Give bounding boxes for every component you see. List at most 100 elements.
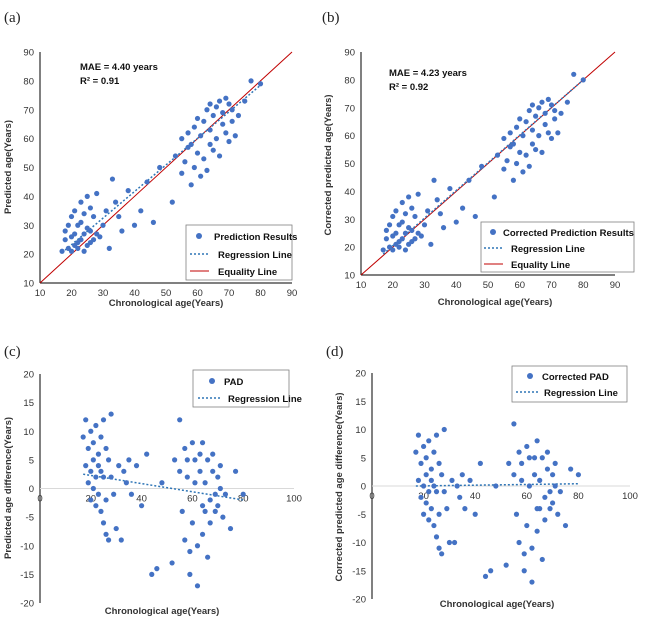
data-point — [205, 457, 211, 463]
data-point — [529, 127, 536, 133]
data-point — [558, 110, 564, 116]
data-point — [62, 237, 68, 243]
legend-label-points-c: PAD — [224, 377, 243, 388]
data-point — [519, 477, 525, 483]
data-point — [113, 199, 119, 205]
data-point — [81, 231, 87, 237]
data-point — [542, 494, 548, 500]
data-point — [529, 141, 536, 147]
legend-label-equality-a: Equality Line — [218, 267, 277, 278]
data-point — [511, 421, 517, 427]
data-point — [198, 133, 204, 139]
data-point — [212, 508, 218, 514]
data-point — [94, 190, 100, 197]
data-point — [198, 173, 204, 179]
data-point — [204, 167, 210, 173]
data-point — [100, 417, 107, 423]
y-tick-label: -20 — [352, 595, 366, 606]
data-point — [95, 451, 102, 457]
data-point — [380, 247, 386, 253]
data-point — [412, 236, 418, 242]
data-point — [545, 96, 551, 102]
data-point — [157, 164, 163, 171]
data-point — [550, 472, 556, 478]
data-point — [441, 426, 447, 433]
data-point — [557, 489, 563, 495]
data-point — [187, 548, 193, 555]
data-point — [542, 517, 548, 523]
data-point — [78, 237, 84, 243]
data-point — [539, 455, 545, 461]
data-point — [437, 211, 443, 217]
x-axis-title-b: Chronological age(Years) — [438, 297, 553, 308]
legend-label-regression-b: Regression Line — [511, 244, 585, 255]
data-point — [501, 166, 507, 172]
data-point — [552, 460, 558, 466]
data-point — [454, 483, 460, 489]
legend-box-c — [192, 369, 290, 408]
data-point — [68, 213, 75, 220]
panel-label-b: (b) — [322, 10, 340, 26]
data-point — [517, 149, 523, 155]
annotation-r2-a: R² = 0.91 — [80, 76, 120, 87]
data-point — [116, 213, 122, 220]
data-point — [449, 477, 455, 483]
data-point — [462, 506, 468, 512]
data-point — [80, 434, 86, 440]
panel-label-d: (d) — [326, 344, 344, 360]
data-point — [433, 534, 440, 540]
data-point — [542, 121, 548, 128]
data-point — [95, 463, 102, 469]
data-point — [533, 146, 539, 153]
data-point — [434, 197, 440, 203]
data-point — [477, 460, 483, 466]
data-point — [406, 194, 412, 200]
legend-marker-points-c — [209, 378, 215, 384]
data-point — [426, 489, 432, 495]
data-point — [202, 480, 208, 486]
data-point — [223, 130, 229, 136]
data-point — [207, 141, 213, 147]
y-axis-title-c: Predicted age difference(Years) — [3, 417, 14, 559]
data-point — [539, 149, 545, 155]
data-point — [154, 566, 160, 572]
data-point — [188, 182, 194, 188]
data-point — [103, 531, 109, 537]
data-point — [413, 449, 419, 455]
x-axis-title-a: Chronological age(Years) — [109, 298, 224, 309]
data-point — [580, 77, 586, 83]
data-point — [444, 506, 450, 512]
y-tick-label: 60 — [344, 131, 355, 142]
data-point — [415, 477, 422, 483]
legend-box-a — [185, 224, 293, 281]
data-point — [453, 219, 459, 225]
data-point — [547, 489, 553, 495]
data-point — [90, 213, 97, 220]
legend-label-regression-c: Regression Line — [228, 394, 302, 405]
data-point — [457, 494, 463, 500]
x-tick-label: 40 — [470, 491, 481, 502]
data-point — [159, 480, 165, 486]
x-tick-label: 50 — [161, 288, 172, 299]
y-tick-label: 70 — [23, 105, 34, 116]
data-point — [113, 525, 119, 532]
data-point — [436, 511, 442, 517]
data-point — [95, 491, 102, 497]
data-point — [399, 199, 405, 206]
data-point — [440, 225, 447, 231]
data-point — [184, 457, 190, 463]
legend-marker-points-d — [527, 373, 533, 379]
data-point — [197, 451, 203, 457]
data-point — [493, 483, 499, 489]
data-point — [192, 480, 198, 486]
data-point — [575, 472, 582, 478]
data-point — [194, 150, 201, 156]
legend-b: Corrected Prediction Results Regression … — [480, 221, 635, 273]
data-point — [564, 99, 570, 105]
y-axis-title-a: Predicted age(Years) — [3, 120, 14, 214]
data-point — [516, 539, 522, 546]
data-point — [139, 503, 145, 509]
annotation-r2-b: R² = 0.92 — [389, 82, 428, 93]
